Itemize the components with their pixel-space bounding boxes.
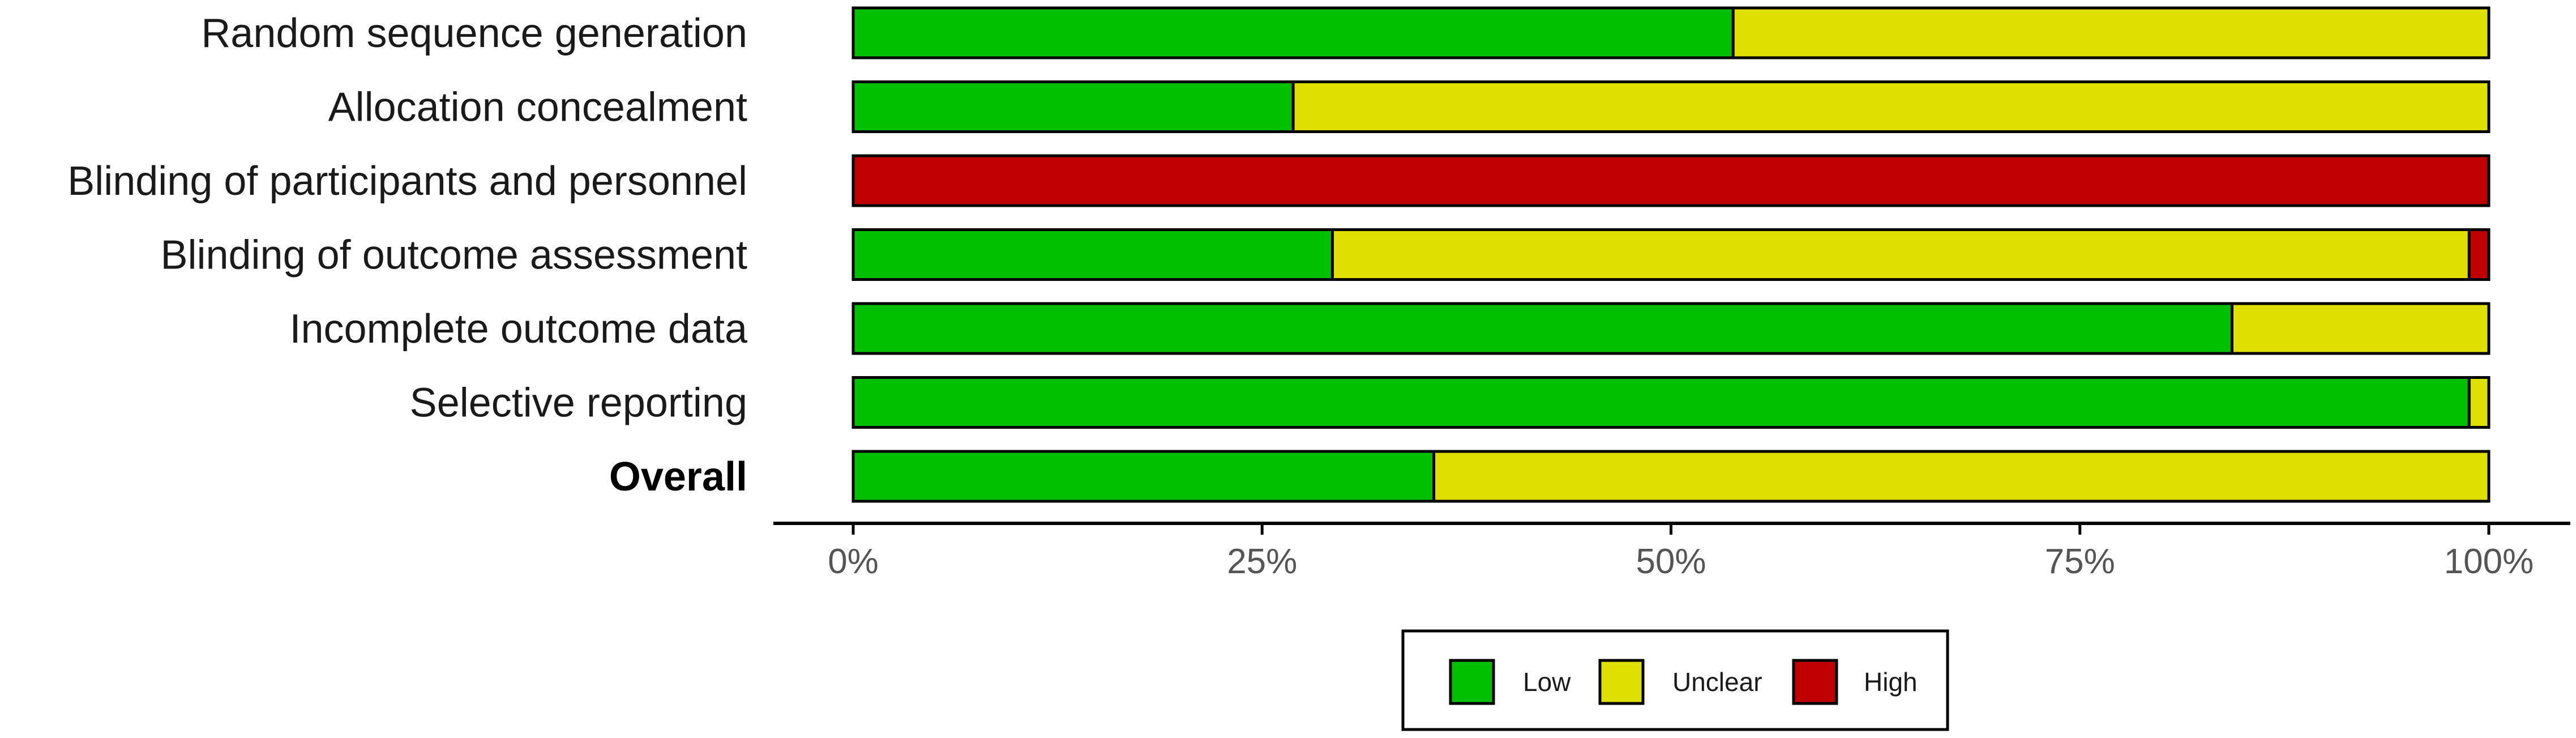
- bar-incomplete-outcome-data-unclear: [2230, 302, 2491, 355]
- legend-label-high: High: [1864, 667, 1918, 697]
- x-tick-label-50: 50%: [1636, 542, 1706, 581]
- bar-overall-low: [851, 450, 1436, 503]
- category-label-blinding-of-participants-and-personnel: Blinding of participants and personnel: [67, 159, 747, 204]
- bars-layer: [851, 6, 2491, 503]
- category-label-overall: Overall: [609, 454, 747, 500]
- legend-swatch-high: [1792, 659, 1838, 705]
- bar-overall-unclear: [1432, 450, 2491, 503]
- bar-selective-reporting-unclear: [2467, 376, 2491, 429]
- category-label-selective-reporting: Selective reporting: [410, 381, 747, 426]
- x-tick-label-0: 0%: [828, 542, 879, 581]
- category-label-incomplete-outcome-data: Incomplete outcome data: [290, 306, 748, 352]
- x-tick-label-100: 100%: [2444, 542, 2534, 581]
- legend: Low Unclear High: [1401, 629, 1949, 731]
- category-label-random-sequence-generation: Random sequence generation: [201, 11, 747, 56]
- legend-label-low: Low: [1523, 667, 1571, 697]
- bar-blinding-of-outcome-assessment-high: [2467, 228, 2491, 281]
- bar-selective-reporting-low: [851, 376, 2471, 429]
- category-label-blinding-of-outcome-assessment: Blinding of outcome assessment: [160, 233, 747, 278]
- bar-incomplete-outcome-data-low: [851, 302, 2233, 355]
- bar-allocation-concealment-low: [851, 80, 1295, 133]
- bar-random-sequence-generation-unclear: [1731, 6, 2491, 59]
- x-axis-ticks: 0% 25% 50% 75% 100%: [828, 523, 2534, 581]
- category-labels: Random sequence generation Allocation con…: [67, 11, 748, 500]
- bar-allocation-concealment-unclear: [1291, 80, 2491, 133]
- x-tick-label-75: 75%: [2045, 542, 2115, 581]
- x-tick-label-25: 25%: [1227, 542, 1297, 581]
- legend-swatch-low: [1449, 659, 1495, 705]
- legend-swatch-unclear: [1598, 659, 1645, 705]
- bar-blinding-of-outcome-assessment-low: [851, 228, 1334, 281]
- legend-label-unclear: Unclear: [1672, 667, 1762, 697]
- category-label-allocation-concealment: Allocation concealment: [328, 85, 747, 130]
- bar-random-sequence-generation-low: [851, 6, 1735, 59]
- bar-blinding-of-outcome-assessment-unclear: [1330, 228, 2471, 281]
- bar-blinding-of-participants-and-personnel-high: [851, 154, 2491, 207]
